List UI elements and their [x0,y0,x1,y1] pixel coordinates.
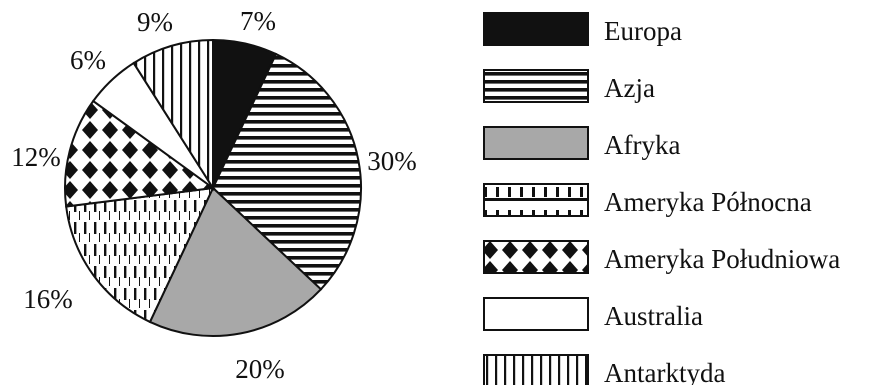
pie-slices [65,40,361,336]
legend-label-australia: Australia [604,301,703,331]
pie-label-azja: 30% [367,146,417,176]
legend-label-europa: Europa [604,16,682,46]
legend-swatch-afryka [484,127,588,159]
pie-label-afryka: 20% [235,354,285,384]
legend-swatch-azja [484,70,588,102]
legend-label-antarktyda: Antarktyda [604,358,725,385]
legend-swatch-antarktyda [484,355,588,385]
legend: Europa Azja Afryka Ameryka Północna Ameryka … [484,13,840,385]
legend-swatch-ameryka-poludniowa [484,241,588,273]
legend-label-azja: Azja [604,73,655,103]
legend-label-ameryka-polnocna: Ameryka Północna [604,187,812,217]
legend-swatch-ameryka-polnocna [484,184,588,216]
pie-label-australia: 6% [70,45,106,75]
legend-label-afryka: Afryka [604,130,680,160]
pie-label-europa: 7% [240,6,276,36]
legend-swatch-australia [484,298,588,330]
legend-swatch-europa [484,13,588,45]
pie-label-antarktyda: 9% [137,7,173,37]
pie-label-ameryka-polnocna: 16% [23,284,73,314]
pie-label-ameryka-poludniowa: 12% [11,142,61,172]
legend-label-ameryka-poludniowa: Ameryka Południowa [604,244,840,274]
